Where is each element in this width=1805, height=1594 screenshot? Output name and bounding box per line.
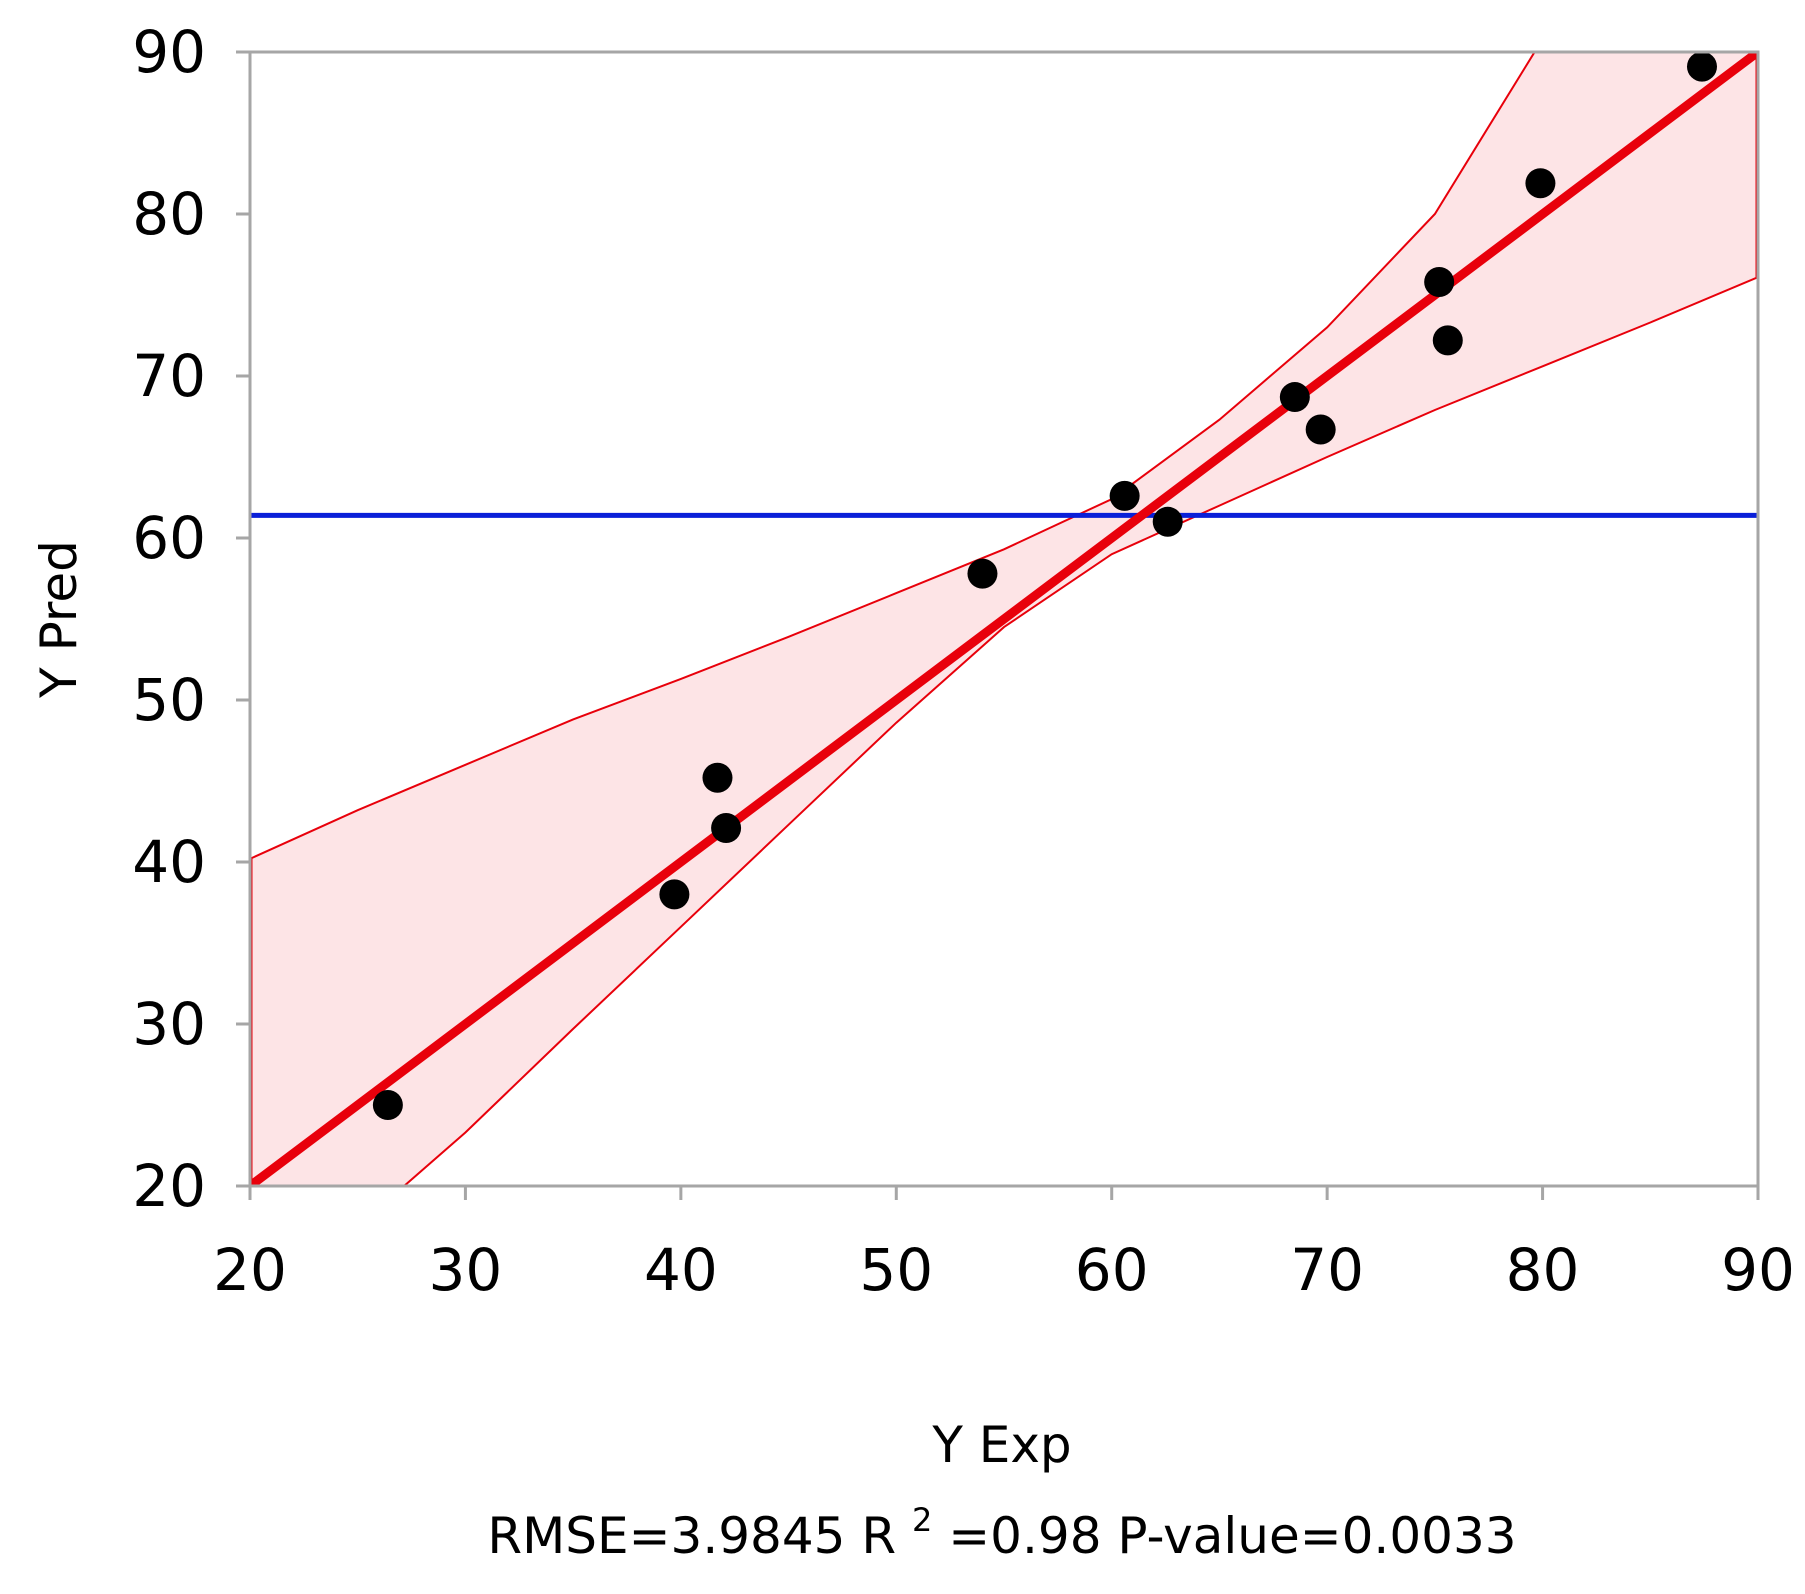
data-point (1109, 480, 1140, 511)
x-axis-title: Y Exp (931, 1416, 1071, 1474)
x-tick-label: 50 (859, 1236, 933, 1304)
data-point (1525, 168, 1556, 199)
y-tick-label: 40 (132, 828, 206, 896)
y-tick-label: 30 (132, 990, 206, 1058)
data-point (1279, 382, 1310, 413)
data-point (711, 812, 742, 843)
confidence-band-upper (250, 52, 1536, 860)
r-squared-superscript: 2 (912, 1501, 932, 1539)
x-tick-label: 60 (1075, 1236, 1149, 1304)
rmse-text: RMSE=3.9845 R (487, 1507, 896, 1565)
y-tick-label: 50 (132, 666, 206, 734)
data-point (1686, 52, 1717, 82)
y-tick-label: 60 (132, 504, 206, 572)
x-tick-label: 80 (1506, 1236, 1580, 1304)
confidence-band-lower (402, 276, 1758, 1186)
y-tick-label: 70 (132, 342, 206, 410)
r-squared-p-value-text: =0.98 P-value=0.0033 (948, 1507, 1516, 1565)
plot-area (250, 52, 1758, 1186)
plot-frame (248, 50, 1760, 1188)
data-point (1152, 506, 1183, 537)
y-axis-title: Y Pred (30, 540, 88, 699)
data-point (659, 879, 690, 910)
x-tick-label: 40 (644, 1236, 718, 1304)
data-point (1305, 414, 1336, 445)
fit-statistics: RMSE=3.9845 R 2 =0.98 P-value=0.0033 (487, 1485, 1516, 1565)
axis-ticks: 20 30 40 50 60 70 80 90 20 30 40 50 60 70 80 90 (132, 18, 1795, 1304)
x-tick-label: 90 (1721, 1236, 1795, 1304)
x-tick-label: 20 (213, 1236, 287, 1304)
x-tick-label: 30 (429, 1236, 503, 1304)
data-point (702, 762, 733, 793)
fit-line (250, 52, 1758, 1186)
data-point (372, 1090, 403, 1120)
y-tick-label: 80 (132, 180, 206, 248)
x-tick-label: 70 (1290, 1236, 1364, 1304)
y-tick-label: 20 (132, 1152, 206, 1220)
data-point (1424, 267, 1455, 298)
y-tick-label: 90 (132, 18, 206, 86)
data-point (967, 558, 998, 589)
data-point (1432, 325, 1463, 356)
